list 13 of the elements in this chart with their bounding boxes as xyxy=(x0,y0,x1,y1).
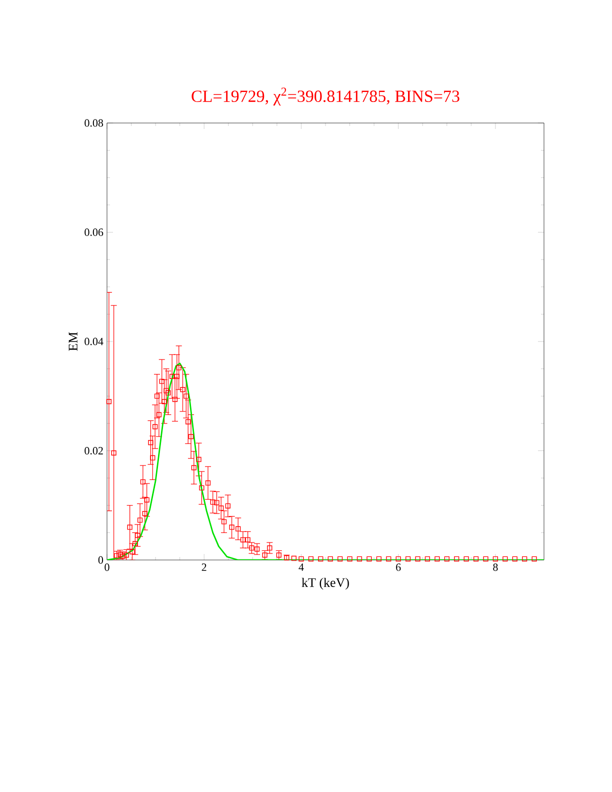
x-tick-label: 6 xyxy=(396,564,401,571)
y-tick-label: 0.02 xyxy=(84,447,103,454)
y-tick-label: 0.06 xyxy=(84,228,104,236)
chart-title: CL=19729, χ$^{2}$=390.8141785, BINS=73 xyxy=(192,88,460,106)
y-tick-label: 0.08 xyxy=(84,119,104,127)
x-tick-label: 4 xyxy=(298,564,304,571)
y-tick-label: 0.04 xyxy=(84,338,104,346)
x-tick-label: 2 xyxy=(202,564,206,571)
y-axis-title: EM xyxy=(68,332,78,351)
y-tick-label: 0 xyxy=(98,556,104,564)
x-axis-title: kT (keV) xyxy=(302,578,349,590)
x-tick-label: 0 xyxy=(104,564,110,571)
x-tick-label: 8 xyxy=(493,564,498,571)
